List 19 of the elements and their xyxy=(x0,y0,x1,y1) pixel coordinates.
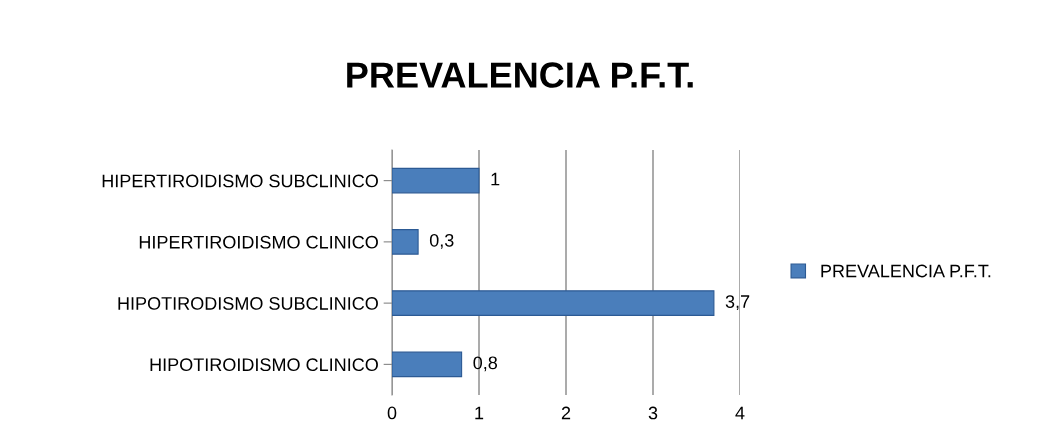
data-label: 0,8 xyxy=(473,356,498,372)
data-label: 3,7 xyxy=(725,295,750,311)
y-tick-label: HIPERTIROIDISMO SUBCLINICO xyxy=(102,174,378,188)
x-tick-label: 2 xyxy=(561,406,571,420)
bar xyxy=(392,167,480,194)
chart-title: PREVALENCIA P.F.T. xyxy=(347,62,693,88)
bar xyxy=(392,351,463,378)
data-label: 0,3 xyxy=(429,233,454,249)
y-tick-label: HIPERTIROIDISMO CLINICO xyxy=(139,235,378,249)
y-tick-label: HIPOTIRODISMO SUBCLINICO xyxy=(118,297,378,310)
bar xyxy=(392,290,715,316)
x-tick-label: 0 xyxy=(387,406,397,420)
bar xyxy=(392,229,419,255)
y-tick-label: HIPOTIROIDISMO CLINICO xyxy=(150,358,378,372)
legend-label: PREVALENCIA P.F.T. xyxy=(821,264,991,278)
x-tick-label: 4 xyxy=(735,406,745,420)
x-tick-label: 3 xyxy=(648,406,658,420)
x-tick-label: 1 xyxy=(475,406,484,420)
data-label: 1 xyxy=(491,172,500,186)
